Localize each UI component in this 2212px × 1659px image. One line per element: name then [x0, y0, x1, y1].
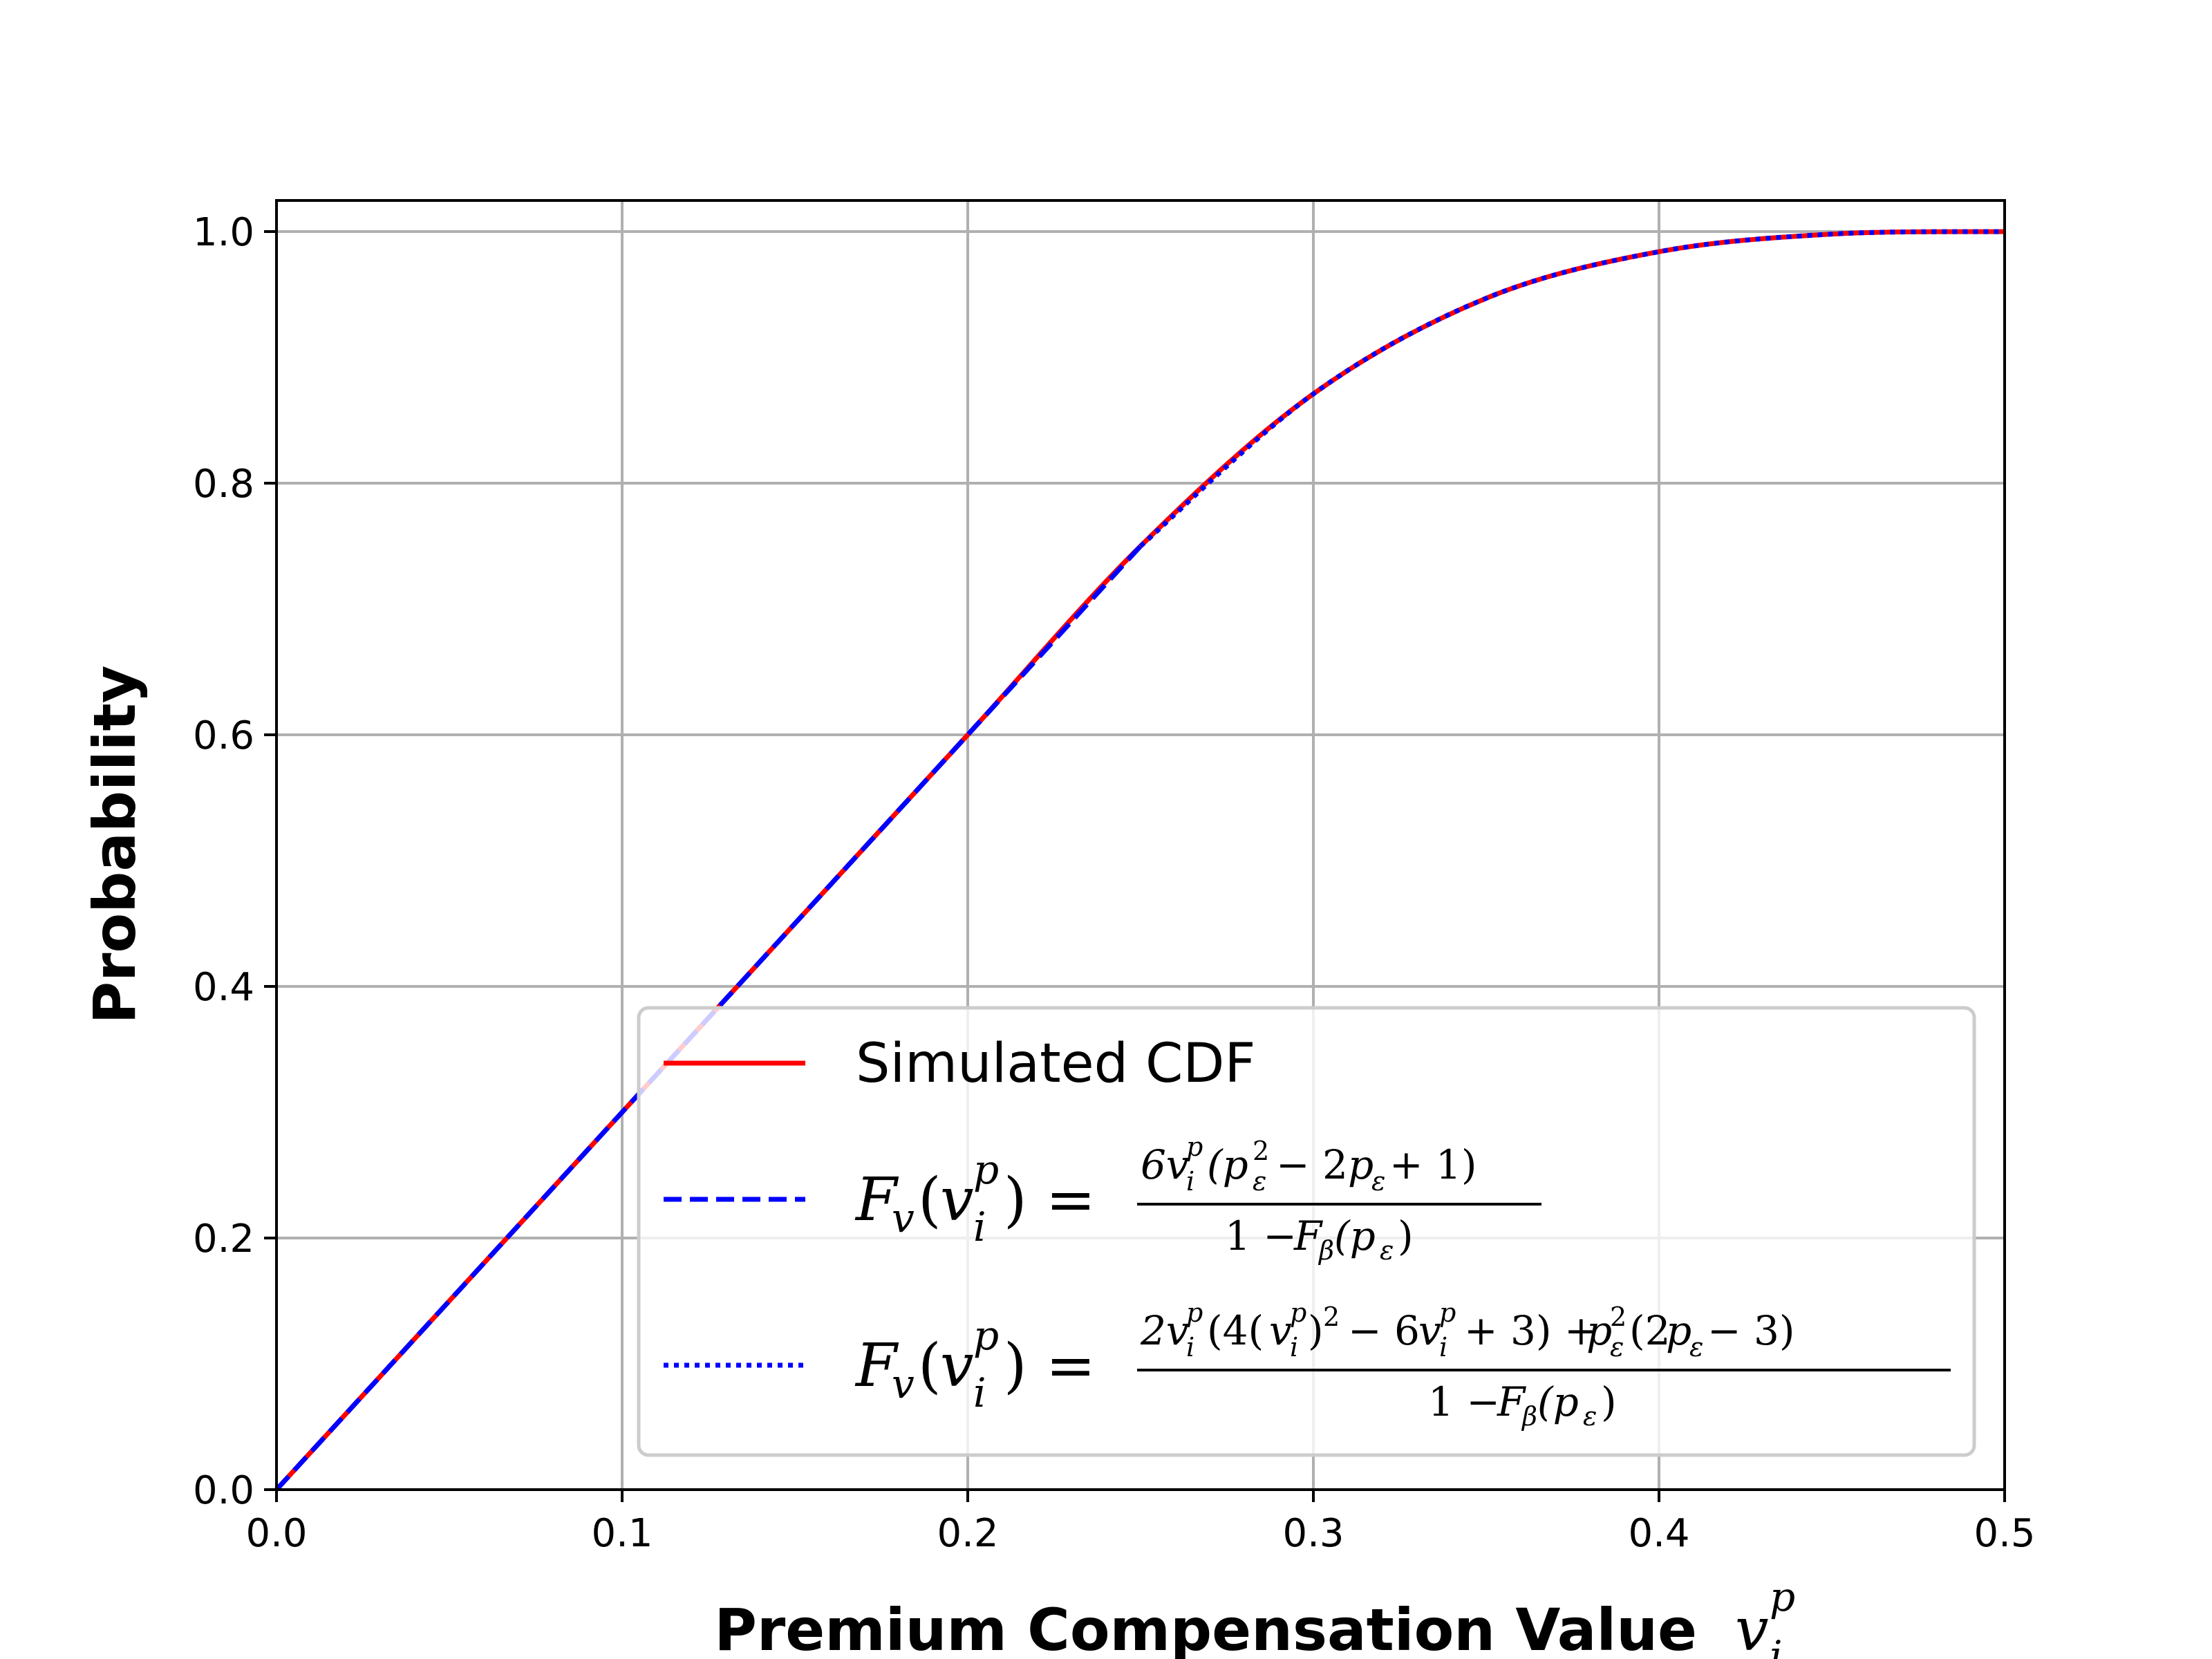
svg-text:(p: (p [1207, 1141, 1248, 1188]
x-tick-label: 0.1 [591, 1511, 653, 1556]
svg-text:p: p [1290, 1297, 1306, 1328]
y-tick-label: 0.8 [193, 462, 254, 507]
svg-text:(2: (2 [1629, 1307, 1671, 1354]
y-tick-label: 1.0 [193, 210, 254, 255]
svg-text:F: F [854, 1165, 899, 1235]
svg-text:2: 2 [1323, 1302, 1340, 1332]
svg-text:p: p [1586, 1307, 1612, 1354]
svg-text:): ) [1601, 1378, 1617, 1425]
svg-text:v: v [892, 1360, 915, 1407]
legend: Simulated CDF F v ( v i p ) = 6v i p (p … [637, 1006, 1976, 1457]
svg-text:i: i [1290, 1332, 1298, 1362]
svg-text:p: p [1348, 1141, 1374, 1188]
svg-text:1 −: 1 − [1225, 1212, 1297, 1259]
x-tick-label: 0.3 [1282, 1511, 1344, 1556]
svg-text:ε: ε [1253, 1166, 1266, 1197]
svg-text:p: p [1666, 1307, 1691, 1354]
svg-text:2: 2 [1253, 1136, 1269, 1166]
svg-text:F: F [1497, 1378, 1526, 1425]
x-tick-label: 0.2 [937, 1511, 998, 1556]
svg-text:v: v [1418, 1307, 1441, 1354]
grid-lines [275, 200, 2006, 1491]
x-axis-title: Premium Compensation Value [714, 1596, 1697, 1659]
svg-text:6v: 6v [1141, 1141, 1189, 1188]
svg-text:− 6: − 6 [1348, 1307, 1420, 1354]
svg-text:2: 2 [1610, 1302, 1627, 1332]
svg-text:(4(: (4( [1207, 1307, 1264, 1354]
svg-text:F: F [1293, 1212, 1323, 1259]
svg-text:(: ( [918, 1331, 941, 1400]
svg-text:F: F [854, 1331, 899, 1400]
svg-text:v: v [940, 1331, 974, 1400]
svg-text:v: v [1735, 1595, 1769, 1659]
svg-text:β: β [1318, 1235, 1334, 1266]
svg-text:): ) [1398, 1212, 1414, 1259]
x-tick-label: 0.4 [1628, 1511, 1689, 1556]
svg-text:i: i [973, 1369, 986, 1416]
x-axis-title-math: v i p [1735, 1573, 1795, 1659]
legend-label-formula-linear: F v ( v i p ) = 6v i p (p ε 2 − 2 p ε + … [854, 1132, 1541, 1266]
y-axis-title: Probability [81, 666, 149, 1024]
svg-text:ε: ε [1380, 1235, 1394, 1266]
svg-text:p: p [973, 1146, 999, 1193]
svg-text:− 3): − 3) [1707, 1307, 1795, 1354]
svg-text:v: v [892, 1194, 915, 1241]
svg-text:p: p [1770, 1573, 1795, 1620]
svg-text:i: i [1186, 1332, 1194, 1362]
legend-box [637, 1006, 1976, 1457]
y-tick-label: 0.2 [193, 1217, 254, 1262]
svg-text:p: p [1186, 1132, 1203, 1162]
legend-label-simulated: Simulated CDF [856, 1033, 1255, 1095]
y-tick-label: 0.4 [193, 965, 254, 1010]
svg-text:p: p [1439, 1297, 1456, 1328]
svg-text:i: i [973, 1203, 986, 1250]
svg-text:ε: ε [1610, 1332, 1624, 1362]
svg-text:(: ( [918, 1165, 941, 1235]
svg-text:− 2: − 2 [1276, 1141, 1348, 1188]
plot-frame [275, 199, 2006, 1491]
svg-text:v: v [1269, 1307, 1292, 1354]
svg-text:p: p [1186, 1297, 1203, 1328]
svg-text:(p: (p [1334, 1212, 1376, 1259]
svg-text:ε: ε [1583, 1401, 1597, 1432]
axis-ticks: 0.0 0.1 0.2 0.3 0.4 0.5 0.0 0.2 0.4 0.6 0.8 1.0 [193, 210, 2036, 1556]
svg-text:+ 1): + 1) [1389, 1141, 1477, 1188]
svg-text:v: v [940, 1165, 974, 1235]
svg-text:i: i [1439, 1332, 1447, 1362]
y-tick-label: 0.0 [193, 1468, 254, 1513]
svg-text:) =: ) = [1004, 1165, 1096, 1235]
legend-label-formula-cubic: F v ( v i p ) = 2v i p (4( v i p ) 2 − 6… [854, 1297, 1951, 1432]
x-tick-label: 0.0 [245, 1511, 307, 1556]
svg-text:+ 3) +: + 3) + [1464, 1307, 1598, 1354]
svg-text:): ) [1308, 1307, 1324, 1354]
series-formula-cubic [1138, 229, 2005, 548]
svg-text:ε: ε [1689, 1332, 1703, 1362]
svg-text:i: i [1186, 1166, 1194, 1197]
svg-text:i: i [1770, 1632, 1783, 1659]
x-tick-label: 0.5 [1974, 1511, 2035, 1556]
svg-text:p: p [973, 1312, 999, 1359]
svg-text:ε: ε [1371, 1166, 1385, 1197]
svg-text:2v: 2v [1140, 1307, 1189, 1354]
y-tick-label: 0.6 [193, 713, 254, 758]
svg-text:) =: ) = [1004, 1331, 1096, 1400]
svg-text:β: β [1521, 1401, 1537, 1432]
svg-text:1 −: 1 − [1428, 1378, 1500, 1425]
svg-text:(p: (p [1537, 1378, 1579, 1425]
